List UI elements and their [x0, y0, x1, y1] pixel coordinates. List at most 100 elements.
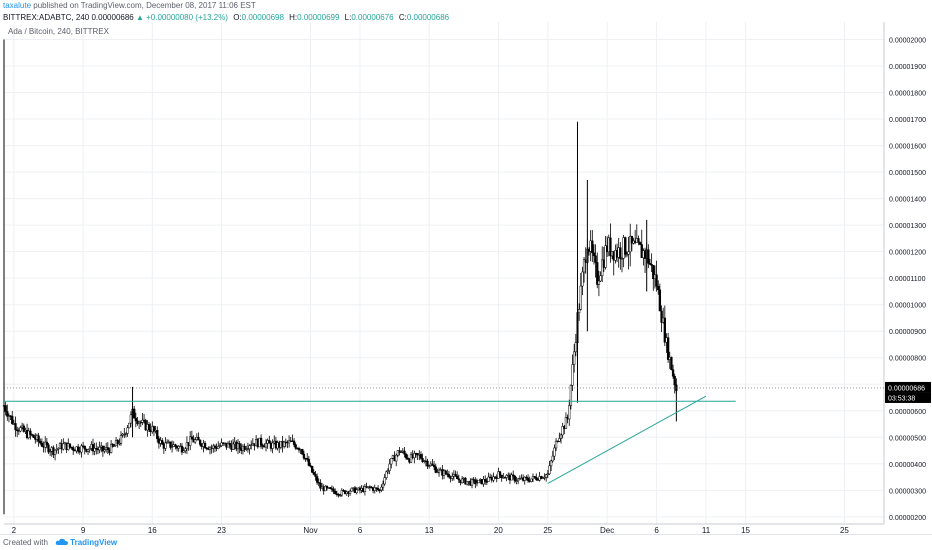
candle-body[interactable]: [315, 476, 319, 483]
candle-body[interactable]: [19, 427, 22, 432]
candle-body[interactable]: [564, 417, 568, 429]
candle-body[interactable]: [385, 471, 388, 478]
candle-body[interactable]: [194, 439, 197, 443]
candle-body[interactable]: [174, 444, 177, 447]
candle-body[interactable]: [388, 463, 391, 471]
plot-area[interactable]: [4, 22, 884, 524]
candle-body[interactable]: [301, 449, 304, 455]
candle-body[interactable]: [271, 442, 274, 449]
tradingview-logo[interactable]: TradingView: [70, 538, 118, 547]
candle-body[interactable]: [630, 235, 634, 244]
candle-body[interactable]: [220, 442, 223, 446]
candle-body[interactable]: [436, 471, 439, 474]
candle-body[interactable]: [47, 444, 50, 453]
candle-body[interactable]: [228, 443, 231, 446]
candle-body[interactable]: [599, 275, 602, 282]
candle-body[interactable]: [182, 450, 185, 453]
candle-body[interactable]: [548, 465, 551, 475]
candle-body[interactable]: [543, 477, 546, 479]
candle-body[interactable]: [500, 474, 503, 479]
candle-body[interactable]: [498, 471, 502, 476]
ascending-trendline[interactable]: [547, 395, 707, 484]
candle-body[interactable]: [348, 490, 352, 494]
candle-body[interactable]: [515, 480, 518, 482]
candle-body[interactable]: [197, 436, 200, 441]
candle-body[interactable]: [101, 445, 105, 452]
candle-body[interactable]: [512, 474, 515, 477]
candle-body[interactable]: [447, 474, 451, 478]
candle-body[interactable]: [77, 446, 80, 452]
candle-body[interactable]: [546, 473, 549, 476]
candle-body[interactable]: [451, 476, 454, 479]
candle-body[interactable]: [629, 235, 632, 253]
candle-body[interactable]: [637, 238, 640, 243]
candle-body[interactable]: [457, 478, 460, 481]
candle-body[interactable]: [141, 419, 144, 423]
candle-body[interactable]: [128, 422, 131, 429]
candle-body[interactable]: [673, 375, 676, 386]
candle-body[interactable]: [378, 489, 381, 491]
candle-body[interactable]: [492, 476, 495, 481]
candle-body[interactable]: [152, 426, 156, 432]
candle-body[interactable]: [250, 444, 253, 446]
candle-body[interactable]: [513, 475, 517, 482]
candle-body[interactable]: [339, 494, 342, 497]
candle-body[interactable]: [238, 443, 241, 449]
candle-body[interactable]: [32, 434, 35, 438]
candle-body[interactable]: [6, 411, 9, 417]
candle-body[interactable]: [596, 262, 599, 285]
candle-body[interactable]: [116, 440, 119, 444]
candle-body[interactable]: [268, 440, 271, 444]
candle-body[interactable]: [568, 405, 571, 420]
candle-body[interactable]: [444, 470, 447, 475]
candle-body[interactable]: [170, 446, 174, 448]
candle-body[interactable]: [386, 470, 390, 473]
candle-body[interactable]: [581, 271, 584, 287]
candle-body[interactable]: [164, 442, 167, 449]
candle-body[interactable]: [484, 479, 487, 482]
candle-body[interactable]: [558, 438, 561, 442]
candle-body[interactable]: [383, 477, 386, 485]
candle-body[interactable]: [650, 264, 653, 266]
candle-body[interactable]: [68, 443, 72, 448]
candle-body[interactable]: [129, 414, 133, 424]
candle-body[interactable]: [123, 433, 126, 436]
candle-body[interactable]: [464, 477, 467, 485]
candle-body[interactable]: [446, 473, 449, 475]
candle-body[interactable]: [243, 445, 246, 450]
candle-body[interactable]: [88, 448, 91, 450]
candle-body[interactable]: [670, 356, 673, 370]
candle-body[interactable]: [190, 436, 194, 440]
candle-body[interactable]: [11, 415, 14, 424]
candle-body[interactable]: [404, 453, 408, 459]
candle-body[interactable]: [113, 445, 116, 447]
candle-body[interactable]: [428, 465, 431, 467]
candle-body[interactable]: [177, 446, 180, 449]
candle-body[interactable]: [309, 465, 312, 467]
candle-body[interactable]: [93, 448, 96, 452]
candle-body[interactable]: [474, 479, 477, 485]
candle-body[interactable]: [307, 459, 311, 466]
candle-body[interactable]: [337, 493, 340, 496]
candle-body[interactable]: [556, 440, 559, 443]
candle-body[interactable]: [526, 477, 530, 481]
candle-body[interactable]: [525, 476, 528, 479]
price-chart[interactable]: 0.00000200 0.00000300 0.00000400 0.00000500…: [0, 22, 932, 534]
candle-body[interactable]: [505, 475, 508, 478]
candle-body[interactable]: [72, 447, 75, 451]
candle-body[interactable]: [426, 460, 429, 467]
candle-body[interactable]: [573, 351, 576, 365]
candle-body[interactable]: [306, 458, 309, 460]
candle-body[interactable]: [594, 255, 597, 263]
candle-body[interactable]: [14, 423, 17, 431]
candle-body[interactable]: [545, 474, 548, 478]
candle-body[interactable]: [118, 442, 121, 445]
candle-body[interactable]: [518, 478, 521, 480]
candle-body[interactable]: [551, 455, 554, 462]
candle-body[interactable]: [261, 444, 264, 447]
candle-body[interactable]: [294, 444, 297, 449]
candle-body[interactable]: [57, 447, 60, 450]
candle-body[interactable]: [119, 435, 123, 444]
candle-body[interactable]: [340, 490, 343, 496]
candle-body[interactable]: [657, 286, 660, 291]
